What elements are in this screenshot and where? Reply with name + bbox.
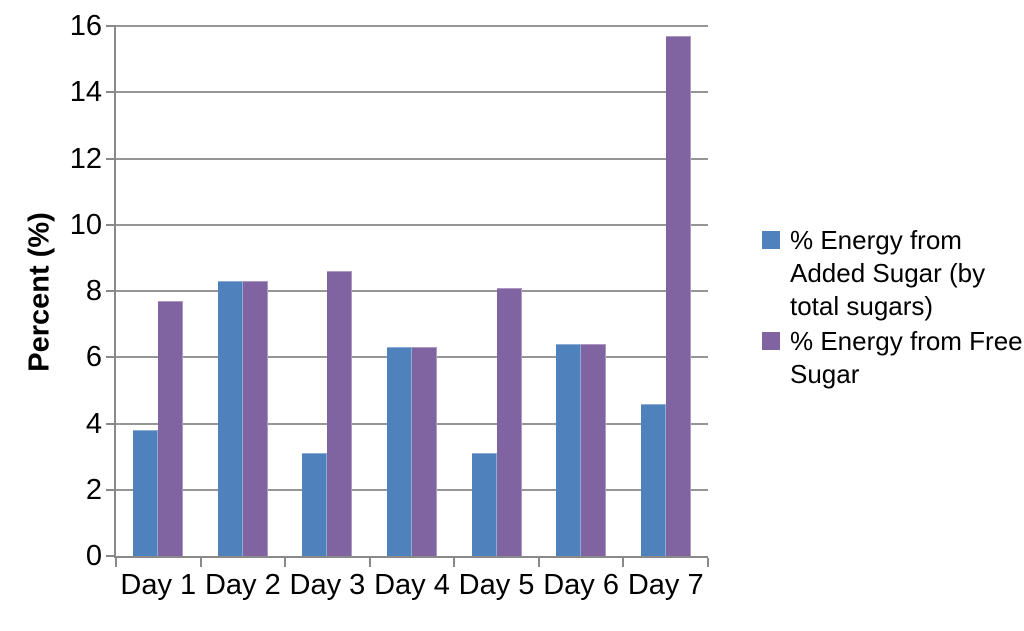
bar [412, 347, 437, 556]
y-tick [106, 25, 116, 27]
bar [471, 453, 497, 556]
legend-item: % Energy from Added Sugar (by total suga… [762, 224, 1024, 323]
bar [217, 281, 243, 556]
y-tick-label: 6 [85, 341, 102, 374]
y-tick-label: 8 [85, 275, 102, 307]
x-tick [537, 558, 540, 567]
y-tick-label: 14 [69, 76, 102, 109]
y-tick [106, 223, 116, 226]
x-category-label: Day 2 [204, 569, 281, 601]
legend-item: % Energy from Free Sugar [762, 325, 1024, 391]
gridline [116, 91, 708, 94]
y-tick-label: 0 [85, 540, 102, 572]
y-tick [106, 422, 116, 425]
bar [133, 430, 159, 556]
legend-swatch [762, 231, 780, 249]
bar [387, 347, 412, 556]
bar [665, 35, 691, 556]
x-axis-line [114, 556, 708, 558]
x-tick [453, 558, 456, 567]
gridline [116, 25, 708, 27]
y-tick [106, 356, 116, 359]
legend-swatch [762, 332, 780, 350]
gridline [116, 290, 708, 292]
legend: % Energy from Added Sugar (by total suga… [762, 224, 1024, 393]
y-tick [106, 555, 116, 557]
x-category-label: Day 5 [458, 569, 535, 601]
y-tick-label: 4 [85, 407, 102, 440]
bar [640, 403, 666, 556]
x-category-label: Day 1 [120, 569, 197, 601]
bar [242, 281, 268, 556]
bar [302, 453, 328, 556]
legend-label: % Energy from Added Sugar (by total suga… [790, 225, 986, 321]
y-tick-label: 10 [69, 208, 102, 241]
y-tick [106, 488, 116, 491]
bar [496, 287, 522, 556]
x-category-label: Day 7 [627, 569, 704, 601]
y-axis-line [114, 26, 116, 558]
y-tick-label: 12 [69, 142, 102, 175]
bar [581, 344, 607, 556]
y-tick-label: 16 [69, 10, 102, 42]
y-tick-label: 2 [85, 473, 102, 506]
x-category-label: Day 6 [543, 569, 619, 601]
x-category-label: Day 4 [374, 569, 450, 601]
gridline [116, 223, 708, 226]
y-tick [106, 91, 116, 94]
bar [327, 271, 353, 556]
gridline [116, 157, 708, 160]
legend-label: % Energy from Free Sugar [790, 326, 1023, 389]
y-tick [106, 290, 116, 292]
x-tick [368, 558, 371, 567]
x-category-label: Day 3 [289, 569, 366, 601]
bar [158, 300, 184, 556]
y-tick [106, 157, 116, 160]
x-tick [199, 558, 202, 567]
x-tick [707, 558, 709, 567]
bar [556, 344, 582, 556]
x-tick [622, 558, 625, 567]
x-tick [115, 558, 117, 567]
x-tick [284, 558, 287, 567]
